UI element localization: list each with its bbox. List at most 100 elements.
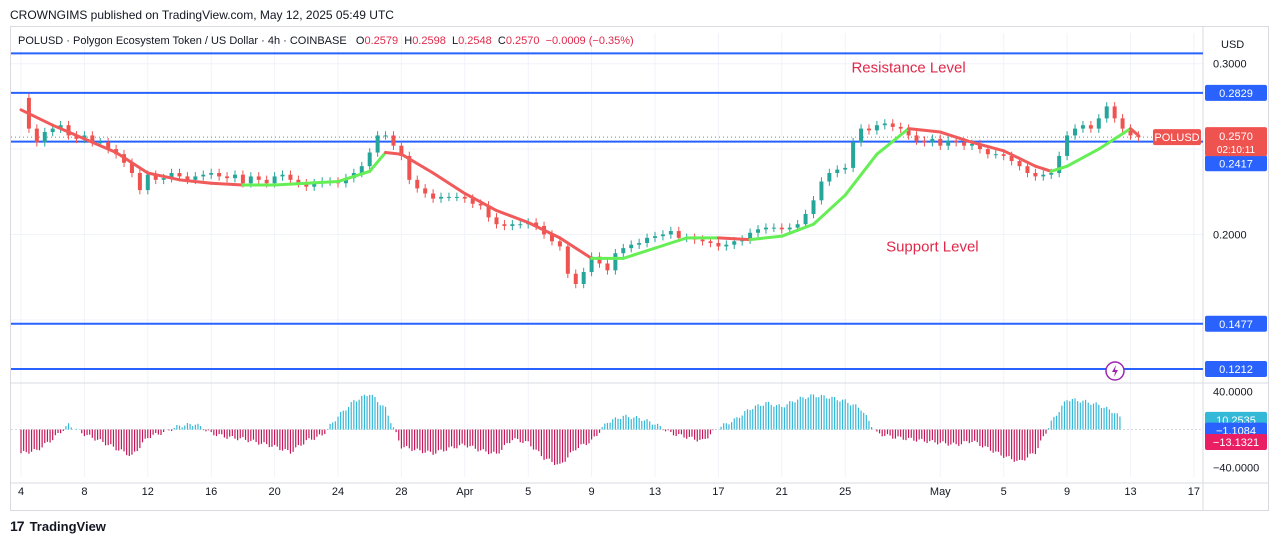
candle xyxy=(391,135,396,146)
tradingview-logo-icon: 17 xyxy=(10,518,25,534)
time-tick-label: 13 xyxy=(1124,486,1136,498)
candle xyxy=(66,125,71,136)
chart-svg[interactable]: USD0.30000.200040.00003.1486−40.00004812… xyxy=(11,27,1268,510)
moving-average-segment xyxy=(970,140,1006,153)
time-tick-label: 17 xyxy=(712,486,724,498)
moving-average-segment xyxy=(1129,127,1140,137)
moving-average-segment xyxy=(368,151,388,173)
time-tick-label: 5 xyxy=(525,486,531,498)
candle xyxy=(454,196,459,198)
candle xyxy=(177,173,182,177)
candle xyxy=(82,135,87,139)
candle xyxy=(660,234,665,237)
time-tick-label: 28 xyxy=(395,486,407,498)
candle xyxy=(42,132,47,143)
candle xyxy=(827,173,832,182)
time-tick-label: 9 xyxy=(589,486,595,498)
time-tick-label: 20 xyxy=(268,486,280,498)
oscillator-tick-label: −40.0000 xyxy=(1213,463,1259,475)
moving-average-segment xyxy=(82,137,118,155)
candle xyxy=(383,135,388,137)
candle xyxy=(423,188,428,194)
candle xyxy=(343,178,348,184)
moving-average-segment xyxy=(336,169,372,184)
level-badge-bg xyxy=(1205,315,1267,332)
price-tick-label: 0.3000 xyxy=(1213,59,1247,71)
time-tick-label: 17 xyxy=(1188,486,1200,498)
level-badge: 0.1212 xyxy=(1219,364,1253,376)
candle xyxy=(74,135,79,139)
legend-open: 0.2579 xyxy=(364,35,399,47)
candle xyxy=(359,166,364,173)
moving-average-segment xyxy=(1065,147,1101,168)
moving-average-segment xyxy=(384,151,403,156)
candle xyxy=(637,243,642,245)
candle xyxy=(835,169,840,173)
candle xyxy=(573,273,578,284)
candle xyxy=(724,244,729,247)
moving-average-segment xyxy=(558,236,594,260)
candle xyxy=(874,125,879,131)
candle xyxy=(581,272,586,284)
level-badge-bg xyxy=(1205,361,1267,377)
moving-average-segment xyxy=(907,127,942,134)
price-axis-currency: USD xyxy=(1221,39,1244,51)
candle xyxy=(137,173,142,191)
candle xyxy=(225,176,230,179)
candle xyxy=(930,138,935,143)
candle xyxy=(946,140,951,146)
candle xyxy=(629,244,634,249)
footer-brand[interactable]: 17 TradingView xyxy=(10,518,106,534)
candle xyxy=(859,128,864,143)
candle xyxy=(446,196,451,198)
level-badge-bg xyxy=(1205,84,1267,101)
chart-frame: USD0.30000.200040.00003.1486−40.00004812… xyxy=(10,26,1269,511)
legend-close: 0.2570 xyxy=(505,35,540,47)
moving-average-segment xyxy=(209,181,245,187)
time-tick-label: 9 xyxy=(1064,486,1070,498)
candle xyxy=(510,224,515,226)
moving-average-segment xyxy=(146,171,181,182)
candle xyxy=(1049,173,1054,175)
moving-average-segment xyxy=(1049,164,1069,173)
candle xyxy=(98,142,103,144)
last-price-badge-bg xyxy=(1205,127,1267,157)
time-tick-label: 16 xyxy=(205,486,217,498)
candle xyxy=(1065,135,1070,156)
candle xyxy=(518,224,523,226)
candle xyxy=(1017,161,1022,167)
candle xyxy=(938,138,943,146)
candle xyxy=(716,243,721,247)
candle xyxy=(906,128,911,136)
candle xyxy=(209,173,214,175)
candle xyxy=(1080,125,1085,129)
lightning-icon-glyph xyxy=(1112,365,1118,377)
moving-average-segment xyxy=(812,193,847,226)
oscillator-badge: −13.1321 xyxy=(1213,437,1259,449)
price-tick-label: 0.2000 xyxy=(1213,229,1247,241)
legend-symbol: POLUSD · Polygon Ecosystem Token / US Do… xyxy=(18,35,347,47)
candle xyxy=(756,229,761,233)
candle xyxy=(415,179,420,189)
candle xyxy=(970,143,974,146)
chart-annotation: Support Level xyxy=(886,239,979,256)
moving-average-segment xyxy=(843,152,879,197)
candle xyxy=(272,176,277,184)
candle xyxy=(882,123,887,126)
candle xyxy=(653,236,657,238)
published-line: CROWNGIMS published on TradingView.com, … xyxy=(10,8,394,22)
candle xyxy=(708,241,713,243)
candle xyxy=(732,241,737,245)
candle xyxy=(431,193,436,199)
candle xyxy=(534,222,539,226)
candle xyxy=(676,231,681,238)
candle xyxy=(700,239,705,242)
time-tick-label: 21 xyxy=(776,486,788,498)
legend-high: 0.2598 xyxy=(412,35,446,47)
time-tick-label: 4 xyxy=(18,486,24,498)
candle xyxy=(58,125,63,129)
moving-average-segment xyxy=(653,236,689,250)
legend-o-label: O xyxy=(355,35,365,47)
candle xyxy=(462,196,467,199)
moving-average-segment xyxy=(1033,164,1053,173)
